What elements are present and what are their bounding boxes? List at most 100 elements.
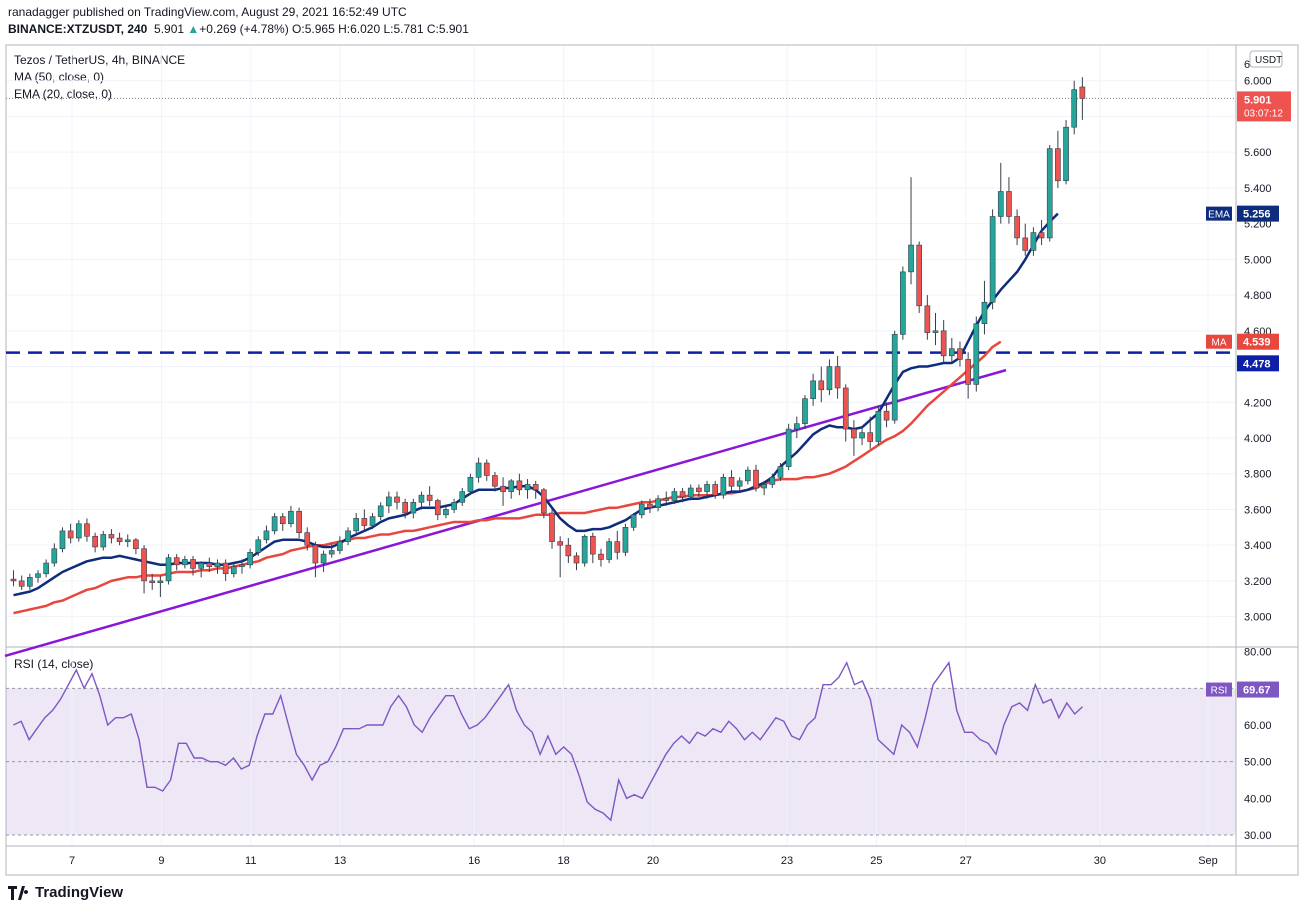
candle[interactable] bbox=[475, 457, 482, 483]
candle[interactable] bbox=[279, 513, 286, 531]
candle[interactable] bbox=[182, 555, 188, 569]
candle[interactable] bbox=[35, 570, 41, 583]
candle[interactable] bbox=[27, 573, 33, 590]
candle[interactable] bbox=[875, 405, 882, 446]
candle[interactable] bbox=[198, 561, 205, 578]
candle[interactable] bbox=[394, 491, 400, 510]
candle[interactable] bbox=[867, 416, 874, 449]
candle[interactable] bbox=[108, 529, 115, 544]
candle[interactable] bbox=[989, 209, 996, 310]
candle[interactable] bbox=[18, 575, 25, 590]
candle[interactable] bbox=[728, 470, 735, 492]
candle[interactable] bbox=[59, 527, 66, 553]
candle[interactable] bbox=[377, 502, 384, 521]
candle[interactable] bbox=[1030, 227, 1037, 256]
candle[interactable] bbox=[549, 509, 555, 549]
rsi-legend[interactable]: RSI (14, close) bbox=[14, 657, 94, 671]
candle[interactable] bbox=[361, 509, 368, 531]
candle[interactable] bbox=[296, 507, 302, 539]
candle[interactable] bbox=[1014, 209, 1020, 246]
candle[interactable] bbox=[345, 527, 351, 546]
candle[interactable] bbox=[84, 518, 90, 542]
candle[interactable] bbox=[451, 498, 457, 514]
candle[interactable] bbox=[483, 459, 490, 481]
candle[interactable] bbox=[443, 505, 449, 519]
unit-box[interactable] bbox=[1249, 50, 1283, 68]
candle[interactable] bbox=[981, 280, 988, 335]
candle[interactable] bbox=[916, 241, 923, 313]
candle[interactable] bbox=[320, 550, 327, 572]
candle[interactable] bbox=[516, 473, 523, 496]
candle[interactable] bbox=[671, 488, 678, 505]
candle[interactable] bbox=[43, 559, 49, 578]
candle[interactable] bbox=[842, 384, 849, 442]
candle[interactable] bbox=[434, 498, 441, 521]
candle[interactable] bbox=[883, 402, 890, 428]
candle[interactable] bbox=[924, 295, 931, 340]
candle[interactable] bbox=[908, 177, 914, 285]
candle[interactable] bbox=[459, 488, 466, 506]
candle[interactable] bbox=[948, 337, 955, 363]
candle[interactable] bbox=[312, 541, 319, 578]
candle[interactable] bbox=[369, 513, 376, 530]
candle[interactable] bbox=[541, 488, 547, 519]
candle[interactable] bbox=[793, 416, 800, 438]
trendline[interactable] bbox=[4, 368, 1007, 658]
candle[interactable] bbox=[271, 513, 278, 535]
pair-legend[interactable]: Tezos / TetherUS, 4h, BINANCE bbox=[14, 53, 186, 67]
last-price-badge[interactable]: 5.901 03:07:12 bbox=[1237, 91, 1291, 122]
candle[interactable] bbox=[997, 162, 1004, 224]
candle[interactable] bbox=[288, 505, 294, 528]
candle[interactable] bbox=[133, 538, 139, 555]
candle[interactable] bbox=[761, 480, 767, 496]
candle[interactable] bbox=[141, 545, 147, 594]
candle[interactable] bbox=[1079, 77, 1086, 120]
candle[interactable] bbox=[753, 464, 759, 492]
candle[interactable] bbox=[100, 530, 107, 551]
candle[interactable] bbox=[622, 523, 629, 556]
candle[interactable] bbox=[418, 491, 425, 510]
candle[interactable] bbox=[630, 513, 637, 531]
candle[interactable] bbox=[818, 366, 825, 403]
candle[interactable] bbox=[190, 555, 196, 576]
candle[interactable] bbox=[704, 480, 710, 499]
tradingview-logo[interactable]: TradingView bbox=[8, 884, 123, 901]
candle[interactable] bbox=[940, 320, 947, 363]
candle[interactable] bbox=[900, 266, 906, 340]
candle[interactable] bbox=[239, 559, 245, 574]
candle[interactable] bbox=[230, 563, 237, 578]
candle[interactable] bbox=[500, 477, 506, 506]
candle[interactable] bbox=[51, 543, 58, 567]
candle[interactable] bbox=[712, 480, 719, 499]
candle[interactable] bbox=[149, 573, 156, 590]
candle[interactable] bbox=[769, 473, 776, 489]
candle[interactable] bbox=[492, 471, 498, 492]
candle[interactable] bbox=[1022, 223, 1029, 256]
candle[interactable] bbox=[647, 498, 653, 514]
candle[interactable] bbox=[410, 498, 417, 519]
candle[interactable] bbox=[467, 473, 474, 496]
candle[interactable] bbox=[337, 536, 343, 555]
ma-line[interactable] bbox=[13, 340, 1002, 615]
candle[interactable] bbox=[851, 420, 857, 456]
candle[interactable] bbox=[810, 373, 816, 406]
rsi-badge[interactable]: RSI 69.67 bbox=[1206, 681, 1279, 698]
candle[interactable] bbox=[67, 523, 74, 544]
candle[interactable] bbox=[255, 536, 262, 556]
candle[interactable] bbox=[247, 548, 253, 569]
candle[interactable] bbox=[614, 530, 621, 560]
support-badge[interactable]: 4.478 bbox=[1237, 355, 1279, 372]
candle[interactable] bbox=[1055, 130, 1061, 188]
candle[interactable] bbox=[720, 473, 727, 499]
rsi-line[interactable] bbox=[13, 660, 1083, 822]
candle[interactable] bbox=[10, 570, 17, 587]
candle[interactable] bbox=[785, 423, 792, 471]
candle[interactable] bbox=[524, 479, 531, 499]
ema-line[interactable] bbox=[13, 212, 1059, 597]
candle[interactable] bbox=[606, 538, 612, 564]
candle[interactable] bbox=[557, 536, 564, 578]
candle[interactable] bbox=[353, 513, 360, 535]
candle[interactable] bbox=[859, 427, 865, 446]
candle[interactable] bbox=[304, 527, 311, 551]
